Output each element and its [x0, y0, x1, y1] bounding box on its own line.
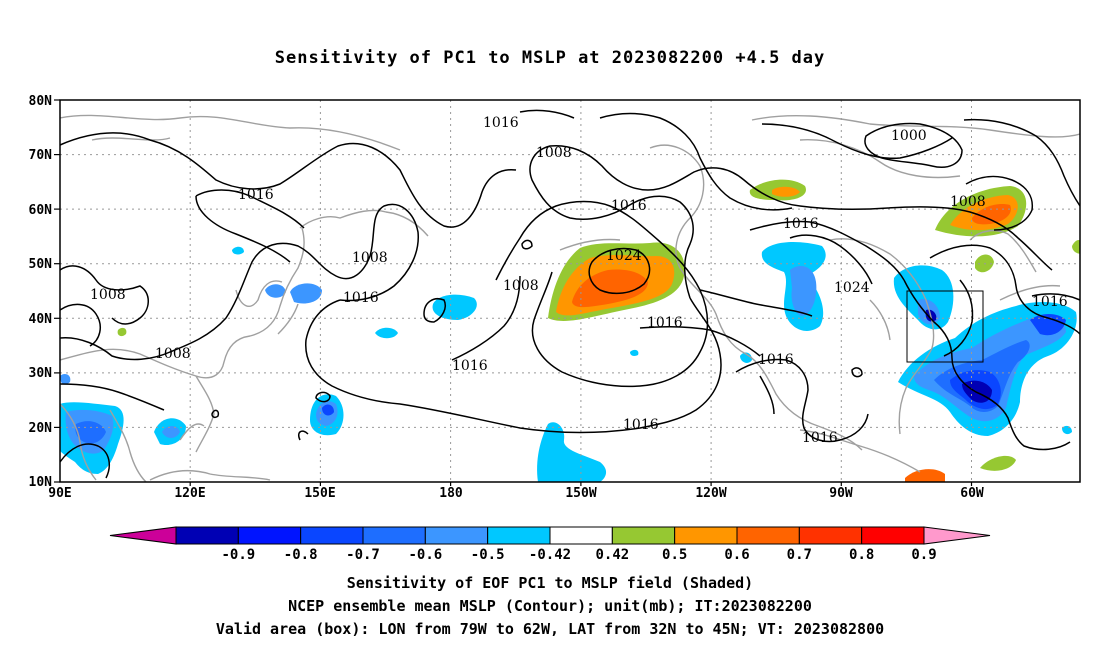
lat-tick-label: 30N: [29, 366, 53, 381]
lon-tick-label: 120W: [695, 486, 726, 501]
colorbar-tick-label: -0.6: [408, 547, 442, 563]
colorbar-boxes: [109, 526, 991, 545]
colorbar-tick-label: -0.7: [346, 547, 380, 563]
latitude-axis: 80N 70N 60N 50N 40N 30N 20N 10N: [29, 94, 60, 490]
contour-labels: 1016 1008 1016 1016 1008 1008 1016 1024 …: [90, 115, 1068, 446]
lon-tick-label: 180: [439, 486, 463, 501]
lon-tick-label: 60W: [960, 486, 984, 501]
negative-sensitivity-area: [232, 246, 244, 255]
contour-label: 1016: [238, 187, 274, 203]
colorbar-box: [237, 526, 302, 545]
positive-sensitivity-area: [1072, 240, 1080, 254]
lat-tick-label: 20N: [29, 421, 53, 436]
contour-label: 1008: [950, 194, 986, 210]
map-title: Sensitivity of PC1 to MSLP at 2023082200…: [274, 48, 826, 68]
colorbar-box: [362, 526, 426, 545]
mslp-contours: [60, 109, 1080, 479]
lon-tick-label: 120E: [174, 486, 205, 501]
negative-sensitivity-area: [290, 283, 322, 304]
contour-label: 1008: [90, 287, 126, 303]
contour-label: 1016: [623, 417, 659, 433]
negative-sensitivity-area: [162, 426, 180, 438]
negative-sensitivity-area: [75, 421, 106, 444]
contour-label: 1008: [352, 250, 388, 266]
colorbar-box: [175, 526, 239, 545]
colorbar-box: [611, 526, 676, 545]
shaded-sensitivity: [60, 179, 1080, 482]
colorbar-box: [798, 526, 863, 545]
negative-sensitivity-area: [1062, 425, 1072, 435]
contour-label: 1008: [155, 346, 191, 362]
positive-sensitivity-area: [980, 455, 1016, 471]
contour-label: 1000: [891, 128, 927, 144]
contour-label: 1024: [834, 280, 870, 296]
lat-tick-label: 80N: [29, 94, 53, 109]
caption-shading: Sensitivity of EOF PC1 to MSLP field (Sh…: [346, 574, 754, 592]
colorbar-tick-label: -0.5: [471, 547, 505, 563]
negative-sensitivity-area: [1030, 314, 1066, 336]
negative-sensitivity-area: [375, 327, 398, 339]
colorbar-tick-label: -0.42: [529, 547, 571, 563]
colorbar-tick-label: 0.5: [662, 547, 687, 563]
positive-sensitivity-area: [972, 204, 1011, 225]
colorbar-tick-label: 0.7: [787, 547, 812, 563]
colorbar-box: [424, 526, 489, 545]
negative-sensitivity-area: [322, 404, 334, 416]
lon-tick-label: 150E: [304, 486, 335, 501]
contour-label: 1016: [647, 315, 683, 331]
colorbar-tick-label: -0.9: [221, 547, 255, 563]
negative-sensitivity-area: [60, 374, 71, 385]
negative-sensitivity-area: [630, 349, 639, 356]
contour-label: 1008: [503, 278, 539, 294]
contour-label: 1024: [606, 248, 642, 264]
colorbar-tick-label: 0.9: [911, 547, 936, 563]
contour-label: 1016: [783, 216, 819, 232]
colorbar-tick-label: 0.6: [724, 547, 749, 563]
contour-label: 1016: [1032, 294, 1068, 310]
colorbar-box: [736, 526, 800, 545]
lat-tick-label: 10N: [29, 475, 53, 490]
valid-area-box: [906, 290, 984, 363]
colorbar-max-triangle: [923, 526, 991, 545]
coastlines: [60, 114, 1080, 482]
positive-sensitivity-area: [117, 327, 127, 337]
contour-label: 1016: [452, 358, 488, 374]
colorbar-tick-label: -0.8: [284, 547, 318, 563]
caption-contour: NCEP ensemble mean MSLP (Contour); unit(…: [288, 597, 812, 615]
lon-tick-label: 90E: [48, 486, 71, 501]
map-frame: [59, 99, 1081, 483]
lat-tick-label: 70N: [29, 148, 53, 163]
caption-valid-area: Valid area (box): LON from 79W to 62W, L…: [215, 620, 885, 638]
positive-sensitivity-area: [772, 186, 800, 197]
contour-label: 1016: [483, 115, 519, 131]
contour-label: 1016: [611, 198, 647, 214]
colorbar-box: [300, 526, 364, 545]
lon-tick-label: 150W: [565, 486, 596, 501]
contour-label: 1016: [758, 352, 794, 368]
colorbar-tick-label: 0.42: [595, 547, 629, 563]
colorbar-box: [487, 526, 551, 545]
gridlines: [60, 100, 1080, 482]
positive-sensitivity-area: [905, 469, 945, 482]
contour-label: 1008: [536, 145, 572, 161]
negative-sensitivity-area: [265, 284, 286, 298]
negative-sensitivity-area: [537, 422, 607, 482]
lat-tick-label: 40N: [29, 312, 53, 327]
colorbar-tick-label: 0.8: [849, 547, 874, 563]
lon-tick-label: 90W: [829, 486, 853, 501]
lat-tick-label: 50N: [29, 257, 53, 272]
colorbar-tick-labels: -0.9 -0.8 -0.7 -0.6 -0.5 -0.42 0.42 0.5 0.6 0.7 0.…: [221, 547, 936, 563]
colorbar-box: [674, 526, 738, 545]
colorbar-box: [861, 526, 925, 545]
colorbar-min-triangle: [109, 526, 177, 545]
colorbar: -0.9 -0.8 -0.7 -0.6 -0.5 -0.42 0.42 0.5 0.6 0.7 0.…: [109, 526, 991, 563]
colorbar-box: [549, 526, 613, 545]
contour-label: 1016: [343, 290, 379, 306]
contour-label: 1016: [802, 430, 838, 446]
negative-sensitivity-area: [790, 266, 817, 316]
longitude-axis: 90E 120E 150E 180 150W 120W 90W 60W: [48, 482, 984, 501]
lat-tick-label: 60N: [29, 203, 53, 218]
